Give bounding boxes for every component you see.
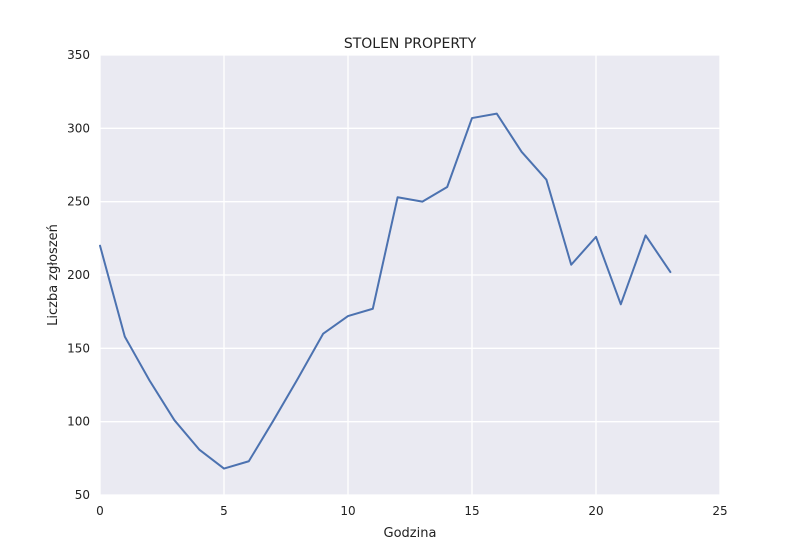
y-axis-title: Liczba zgłoszeń (46, 224, 61, 326)
series-layer (99, 112, 672, 470)
series-line-0 (99, 112, 672, 470)
x-tick-label-4: 20 (588, 504, 603, 518)
y-tick-label-0: 50 (75, 488, 90, 502)
chart-title: STOLEN PROPERTY (344, 36, 477, 52)
x-tick-label-2: 10 (340, 504, 355, 518)
x-axis-title: Godzina (384, 526, 437, 541)
x-tick-labels: 0 5 10 15 20 25 (96, 504, 727, 518)
x-tick-label-0: 0 (96, 504, 104, 518)
y-tick-label-5: 300 (67, 121, 90, 135)
y-tick-label-1: 100 (67, 415, 90, 429)
y-tick-labels: 50 100 150 200 250 300 350 (67, 48, 90, 502)
y-tick-label-4: 250 (67, 195, 90, 209)
x-tick-label-3: 15 (464, 504, 479, 518)
y-tick-label-3: 200 (67, 268, 90, 282)
y-tick-label-2: 150 (67, 341, 90, 355)
x-tick-label-1: 5 (220, 504, 228, 518)
y-gridlines (100, 54, 720, 496)
y-tick-label-6: 350 (67, 48, 90, 62)
x-tick-label-5: 25 (712, 504, 727, 518)
